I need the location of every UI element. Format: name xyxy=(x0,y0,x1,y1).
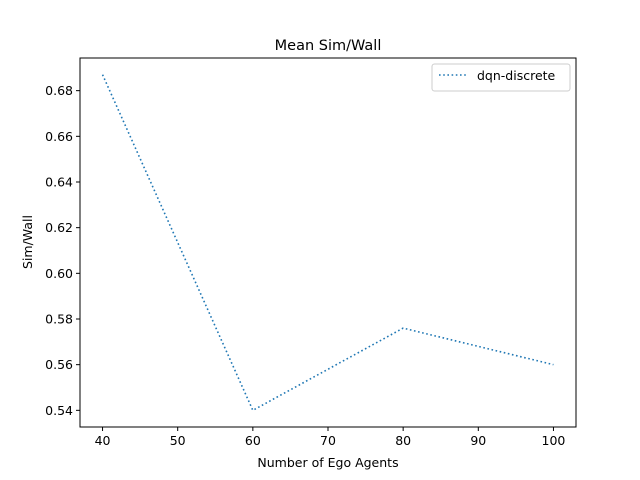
y-tick-label: 0.66 xyxy=(45,129,73,144)
x-tick-label: 100 xyxy=(542,433,566,448)
x-tick-label: 70 xyxy=(320,433,336,448)
y-tick-label: 0.62 xyxy=(45,220,73,235)
y-tick-label: 0.54 xyxy=(45,403,73,418)
x-axis-ticks: 40 50 60 70 80 90 100 xyxy=(95,427,566,448)
y-tick-label: 0.60 xyxy=(45,266,73,281)
x-tick-label: 80 xyxy=(395,433,411,448)
y-axis-label: Sim/Wall xyxy=(20,215,35,269)
x-axis-label: Number of Ego Agents xyxy=(257,455,398,470)
y-tick-label: 0.64 xyxy=(45,174,73,189)
x-tick-label: 50 xyxy=(170,433,186,448)
y-tick-label: 0.58 xyxy=(45,311,73,326)
chart-title: Mean Sim/Wall xyxy=(275,38,382,54)
legend-box xyxy=(431,63,571,92)
y-tick-label: 0.68 xyxy=(45,83,73,98)
y-axis-ticks: 0.54 0.56 0.58 0.60 0.62 0.64 0.66 0.68 xyxy=(45,83,80,418)
y-tick-label: 0.56 xyxy=(45,357,73,372)
x-tick-label: 40 xyxy=(95,433,111,448)
legend-label-dqn-discrete: dqn-discrete xyxy=(477,68,556,83)
x-tick-label: 90 xyxy=(470,433,486,448)
legend: dqn-discrete xyxy=(431,63,571,92)
x-tick-label: 60 xyxy=(245,433,261,448)
